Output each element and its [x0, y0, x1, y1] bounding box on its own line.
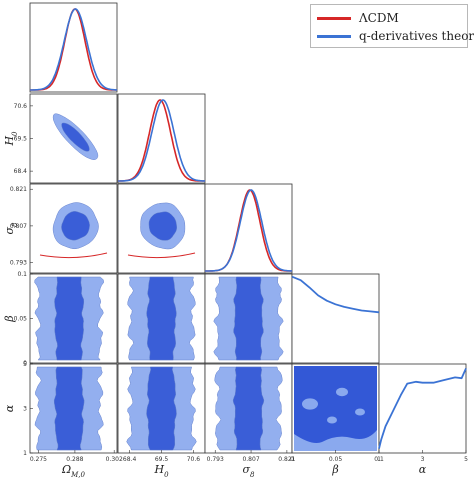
x-tick-label-H0-1: 69.5: [155, 456, 169, 463]
x-tick-label-beta-0: 0: [290, 456, 294, 463]
y-tick-label-alpha-0: 1: [23, 450, 27, 457]
panel-omega_m0-omega_m0: [29, 2, 118, 93]
x-tick-label-omega_m0-2: 0.302: [106, 456, 123, 463]
y-tick-label-alpha-2: 5: [23, 361, 27, 368]
y-tick-label-H0-1: 69.5: [14, 136, 28, 143]
x-axis-label-sub-sigma8: 8: [250, 471, 255, 479]
marginal-curve-qderiv-H0: [118, 99, 205, 182]
marginal-curve-qderiv-omega_m0: [30, 8, 117, 91]
legend: ΛCDM q-derivatives theory: [310, 4, 474, 48]
x-tick-label-beta-1: 0.05: [329, 456, 343, 463]
contour-blob-0-alpha-beta: [302, 398, 318, 410]
x-tick-label-sigma8-2: 0.821: [278, 456, 295, 463]
y-tick-label-H0-2: 70.6: [14, 103, 28, 110]
x-axis-label-alpha: α: [419, 463, 427, 476]
y-tick-label-beta-0: 0: [23, 360, 27, 367]
x-tick-label-omega_m0-0: 0.275: [30, 456, 47, 463]
contour-inner-beta-omega_m0: [54, 276, 85, 361]
legend-entry-lcdm: ΛCDM: [317, 9, 399, 27]
y-axis-label-alpha: α: [3, 404, 16, 412]
x-tick-label-beta-2: 0.1: [374, 456, 384, 463]
y-tick-label-sigma8-0: 0.793: [10, 260, 27, 267]
contour-inner-beta-H0: [146, 276, 177, 361]
y-axis-label-sub-sigma8: 8: [11, 222, 19, 227]
x-tick-label-alpha-0: 1: [377, 456, 381, 463]
contour-edge-lcdm-sigma8-omega_m0: [39, 252, 108, 259]
legend-swatch-lcdm: [317, 16, 351, 20]
contour-inner-beta-sigma8: [233, 276, 264, 361]
x-tick-label-sigma8-1: 0.807: [242, 456, 259, 463]
legend-swatch-qderiv: [317, 34, 351, 38]
contour-inner-H0-omega_m0: [61, 122, 90, 152]
marginal-curve-qderiv-sigma8: [205, 189, 292, 272]
x-tick-label-omega_m0-1: 0.288: [66, 456, 83, 463]
y-tick-label-H0-0: 68.4: [14, 168, 28, 175]
marginal-curve-qderiv-alpha: [378, 368, 467, 449]
x-axis-label-sub-omega_m0: M,0: [70, 471, 85, 479]
x-tick-label-alpha-2: 5: [464, 456, 468, 463]
contour-blob-2-alpha-beta: [327, 416, 337, 424]
y-axis-label-sub-H0: 0: [11, 131, 19, 136]
contour-blob-1-alpha-beta: [336, 387, 348, 397]
contour-inner-sigma8-H0: [148, 211, 177, 241]
legend-label-qderiv: q-derivatives theory: [359, 29, 474, 43]
x-axis-label-beta: β: [331, 463, 338, 476]
y-tick-label-sigma8-2: 0.821: [10, 186, 27, 193]
contour-inner-sigma8-omega_m0: [61, 211, 90, 241]
x-tick-label-H0-0: 68.4: [123, 456, 137, 463]
contour-outer-alpha-beta: [294, 430, 377, 451]
y-tick-label-sigma8-1: 0.807: [10, 223, 27, 230]
panel-H0-H0: [117, 93, 206, 184]
contour-inner-alpha-omega_m0: [53, 366, 85, 451]
x-tick-label-H0-2: 70.6: [187, 456, 201, 463]
y-tick-label-alpha-1: 3: [23, 406, 27, 413]
legend-entry-qderiv: q-derivatives theory: [317, 27, 474, 45]
y-tick-label-beta-2: 0.1: [17, 271, 27, 278]
contour-blob-3-alpha-beta: [355, 408, 365, 416]
x-axis-label-sigma8: σ8: [243, 463, 256, 479]
legend-label-lcdm: ΛCDM: [359, 11, 399, 25]
x-tick-label-alpha-1: 3: [421, 456, 425, 463]
marginal-curve-qderiv-beta: [291, 275, 380, 314]
contour-inner-alpha-sigma8: [232, 366, 265, 451]
x-tick-label-sigma8-0: 0.793: [207, 456, 224, 463]
contour-inner-alpha-H0: [146, 366, 177, 451]
contour-edge-lcdm-sigma8-H0: [127, 252, 196, 259]
x-axis-label-sub-H0: 0: [164, 471, 169, 479]
y-tick-label-beta-1: 0.05: [14, 316, 28, 323]
y-axis-label-beta: β: [3, 315, 16, 322]
panel-beta-beta: [291, 273, 380, 364]
panel-sigma8-sigma8: [204, 183, 293, 274]
x-axis-label-H0: H0: [153, 463, 169, 479]
x-axis-label-omega_m0: ΩM,0: [61, 463, 86, 479]
